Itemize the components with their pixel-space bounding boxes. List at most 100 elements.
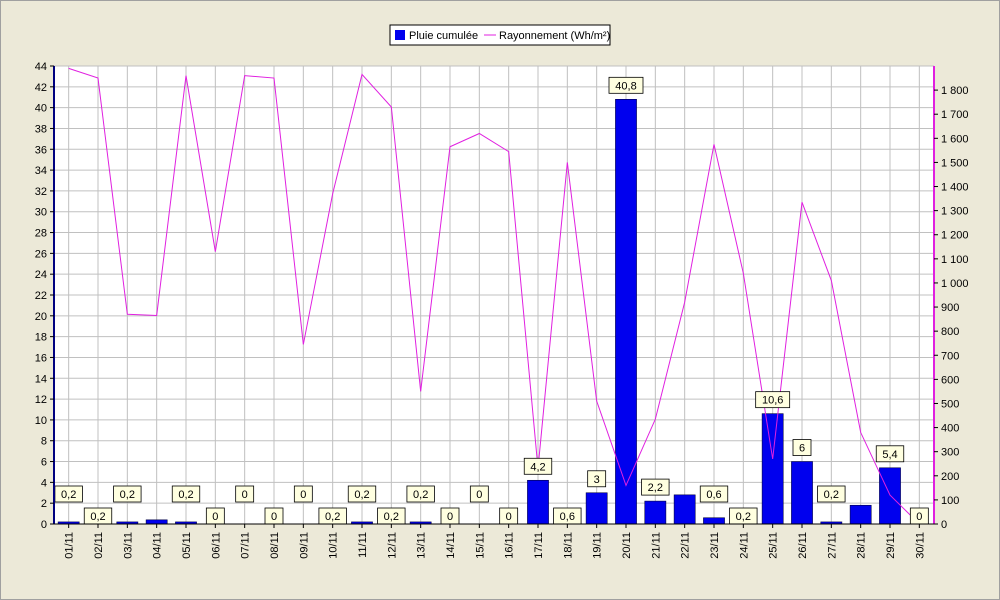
data-label-text: 0,2 bbox=[325, 511, 340, 523]
data-labels: 0,2 0,2 0,2 0,2 0 0 0 0 0,2 0,2 0,2 0,2 0 0 0 4,2 0,6 3 40… bbox=[54, 76, 929, 525]
bar bbox=[849, 504, 872, 525]
x-tick-label: 26/11 bbox=[797, 532, 809, 559]
data-label: 3 bbox=[587, 470, 607, 488]
data-label-text: 0,2 bbox=[413, 489, 428, 501]
data-label-text: 0 bbox=[212, 511, 218, 523]
data-label-box bbox=[171, 485, 201, 503]
data-label-text: 0,6 bbox=[706, 489, 721, 501]
data-label: 0 bbox=[909, 507, 929, 525]
data-label-text: 0,6 bbox=[560, 511, 575, 523]
x-tick-label: 22/11 bbox=[680, 532, 692, 559]
data-label: 0,2 bbox=[817, 485, 846, 503]
data-label-text: 0,2 bbox=[354, 489, 369, 501]
data-label: 0 bbox=[205, 507, 225, 525]
x-tick-label: 18/11 bbox=[562, 532, 574, 559]
x-tick-label: 06/11 bbox=[210, 532, 222, 559]
y-left-tick-label: 12 bbox=[35, 394, 47, 406]
x-tick-label: 08/11 bbox=[269, 532, 281, 559]
y-left-tick-label: 44 bbox=[35, 61, 47, 73]
data-label-box bbox=[608, 76, 644, 94]
axes: 0246810121416182022242628303234363840424… bbox=[35, 61, 969, 559]
y-left-tick-label: 4 bbox=[41, 477, 47, 489]
x-tick-label: 21/11 bbox=[650, 532, 662, 559]
data-label: 0 bbox=[499, 507, 519, 525]
grid bbox=[54, 65, 934, 525]
x-tick-label: 12/11 bbox=[386, 532, 398, 559]
x-tick-label: 27/11 bbox=[826, 532, 838, 559]
data-label: 5,4 bbox=[875, 445, 905, 463]
bar bbox=[585, 492, 608, 525]
y-right-tick-label: 100 bbox=[941, 495, 959, 507]
y-right-tick-label: 1 500 bbox=[941, 157, 969, 169]
bar bbox=[527, 479, 549, 525]
y-right-tick-label: 400 bbox=[941, 423, 959, 435]
legend-box bbox=[389, 24, 611, 46]
bar bbox=[644, 500, 667, 525]
data-label-text: 3 bbox=[594, 474, 600, 486]
y-left-tick-label: 42 bbox=[35, 82, 47, 94]
data-label: 10,6 bbox=[755, 391, 791, 409]
x-tick-label: 20/11 bbox=[621, 532, 633, 559]
data-label: 0,6 bbox=[699, 485, 729, 503]
data-label-box bbox=[875, 445, 905, 463]
y-left-tick-label: 28 bbox=[35, 228, 47, 240]
data-label: 2,2 bbox=[641, 478, 670, 496]
data-label-text: 4,2 bbox=[530, 461, 545, 473]
data-label: 0 bbox=[293, 485, 313, 503]
y-left-tick-label: 40 bbox=[35, 103, 47, 115]
y-right-tick-label: 700 bbox=[941, 350, 959, 362]
legend-swatch-rain bbox=[395, 30, 405, 40]
data-label-text: 0 bbox=[506, 511, 512, 523]
line-series bbox=[68, 67, 920, 525]
x-tick-label: 16/11 bbox=[504, 532, 516, 559]
x-tick-label: 02/11 bbox=[93, 532, 105, 559]
data-label-box bbox=[755, 391, 791, 409]
data-label-box bbox=[817, 485, 846, 503]
x-tick-label: 04/11 bbox=[152, 532, 164, 559]
y-left-tick-label: 18 bbox=[35, 332, 47, 344]
y-right-tick-label: 600 bbox=[941, 374, 959, 386]
bar bbox=[791, 461, 813, 525]
data-label: 0,2 bbox=[729, 507, 758, 525]
data-label-text: 0 bbox=[271, 511, 277, 523]
x-tick-label: 07/11 bbox=[240, 532, 252, 559]
data-label-text: 0,2 bbox=[824, 489, 839, 501]
y-right-tick-label: 1 600 bbox=[941, 133, 969, 145]
y-left-tick-label: 24 bbox=[35, 269, 47, 281]
x-tick-label: 13/11 bbox=[416, 532, 428, 559]
data-label-box bbox=[641, 478, 670, 496]
x-tick-label: 01/11 bbox=[64, 532, 76, 559]
data-label: 0,2 bbox=[54, 485, 83, 503]
legend: Pluie cumulée Rayonnement (Wh/m²) bbox=[389, 24, 611, 46]
data-label: 0,2 bbox=[406, 485, 435, 503]
legend-label-radiation: Rayonnement (Wh/m²) bbox=[499, 30, 610, 42]
bar bbox=[145, 519, 168, 525]
data-label-text: 0,2 bbox=[384, 511, 399, 523]
data-label-text: 10,6 bbox=[762, 395, 783, 407]
x-tick-label: 23/11 bbox=[709, 532, 721, 559]
y-left-tick-label: 0 bbox=[41, 519, 47, 531]
y-right-tick-label: 200 bbox=[941, 471, 959, 483]
data-label-box bbox=[293, 485, 313, 503]
x-tick-label: 29/11 bbox=[885, 532, 897, 559]
data-label-box bbox=[699, 485, 729, 503]
data-label-box bbox=[347, 485, 377, 503]
data-label-box bbox=[113, 485, 142, 503]
y-right-tick-label: 1 700 bbox=[941, 109, 969, 121]
y-left-tick-label: 26 bbox=[35, 248, 47, 260]
x-tick-label: 15/11 bbox=[474, 532, 486, 559]
bar bbox=[615, 99, 637, 525]
x-tick-label: 14/11 bbox=[445, 532, 457, 559]
y-left-tick-label: 30 bbox=[35, 207, 47, 219]
y-right-tick-label: 1 100 bbox=[941, 254, 969, 266]
data-label: 0,6 bbox=[553, 507, 582, 525]
y-left-tick-label: 32 bbox=[35, 186, 47, 198]
y-right-tick-label: 900 bbox=[941, 302, 959, 314]
y-right-tick-label: 1 300 bbox=[941, 206, 969, 218]
y-left-tick-label: 16 bbox=[35, 352, 47, 364]
data-label-box bbox=[235, 485, 255, 503]
y-right-tick-label: 800 bbox=[941, 326, 959, 338]
legend-label-rain: Pluie cumulée bbox=[409, 30, 478, 42]
y-left-tick-label: 6 bbox=[41, 457, 47, 469]
